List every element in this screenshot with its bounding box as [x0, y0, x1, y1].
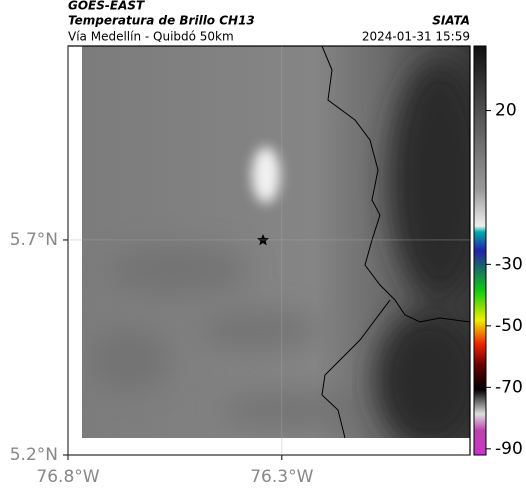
- colorbar-tick-label: -50: [495, 316, 523, 336]
- agency: SIATA: [432, 14, 470, 28]
- x-tick-label: 76.8°W: [36, 467, 99, 487]
- y-tick-label: 5.2°N: [10, 445, 58, 465]
- source: GOES-EAST: [68, 0, 145, 13]
- product: Temperatura de Brillo CH13: [68, 14, 255, 28]
- colorbar-tick-label: 20: [495, 101, 517, 121]
- colorbar: [473, 45, 487, 456]
- colorbar-tick-label: -30: [495, 254, 523, 274]
- colorbar-tick-label: -70: [495, 377, 523, 397]
- colorbar-tick-label: -90: [495, 439, 523, 459]
- timestamp: 2024-01-31 15:59: [362, 30, 470, 44]
- satellite-image: [82, 46, 470, 438]
- y-tick-label: 5.7°N: [10, 230, 58, 250]
- route: Vía Medellín - Quibdó 50km: [68, 30, 234, 44]
- x-tick-label: 76.3°W: [250, 467, 313, 487]
